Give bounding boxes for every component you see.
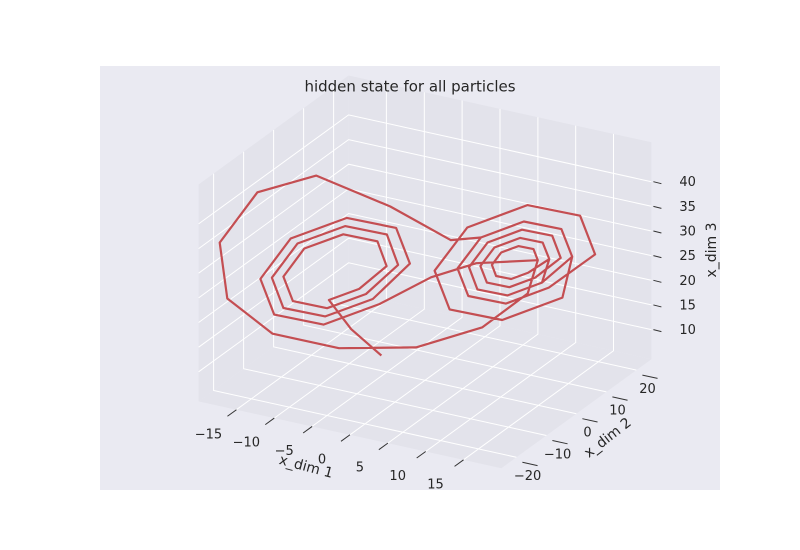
tick-mark (653, 279, 662, 283)
y-tick-label: 10 (609, 404, 626, 419)
grid-line (311, 100, 463, 427)
grid-line (273, 130, 577, 415)
tick-mark (612, 396, 628, 401)
tick-mark (653, 230, 662, 234)
grid-line (349, 108, 501, 436)
x-tick-label: 0 (318, 452, 326, 467)
x-tick-label: −10 (233, 436, 260, 451)
grid-line (333, 86, 637, 371)
y-tick-label: 20 (639, 382, 656, 397)
z-tick-label: 25 (679, 249, 696, 264)
z-tick-label: 10 (679, 323, 696, 338)
z-tick-label: 40 (679, 175, 696, 190)
tick-mark (340, 434, 351, 442)
z-tick-label: 35 (679, 200, 696, 215)
grid-line (463, 133, 614, 461)
x-tick-label: 15 (427, 477, 444, 492)
grid-line (198, 212, 652, 323)
tick-mark (653, 304, 662, 308)
grid-line (198, 262, 652, 373)
z-axis-label: x_dim 3 (704, 222, 720, 277)
tick-mark (227, 409, 237, 417)
chart-title: hidden state for all particles (304, 78, 515, 96)
grid-line (213, 173, 517, 458)
x-tick-label: 5 (356, 461, 364, 476)
grid-line (387, 117, 539, 444)
z-tick-label: 15 (679, 298, 696, 313)
grid-line (198, 237, 652, 348)
tick-mark (653, 205, 662, 209)
x-tick-label: −15 (195, 427, 222, 442)
trajectory-line (218, 174, 597, 357)
marks (218, 174, 597, 357)
tick-mark (522, 461, 538, 467)
grid-line (198, 114, 652, 225)
grid-line (243, 151, 547, 436)
tick-mark (582, 418, 598, 423)
tick-mark (653, 181, 662, 185)
tick-mark (642, 374, 658, 379)
grid-line (198, 139, 652, 250)
y-tick-label: 0 (583, 426, 591, 441)
tick-mark (265, 417, 275, 426)
tick-mark (302, 426, 313, 434)
y-tick-label: −10 (544, 447, 571, 462)
tick-mark (653, 255, 662, 259)
tick-mark (552, 439, 568, 445)
z-tick-label: 30 (679, 225, 696, 240)
x-tick-label: −5 (275, 444, 294, 459)
y-tick-label: −20 (514, 469, 541, 484)
grid-line (425, 125, 577, 452)
tick-mark (454, 459, 464, 467)
z-tick-label: 20 (679, 274, 696, 289)
tick-mark (416, 451, 426, 459)
grid-line (274, 92, 425, 419)
grid-line (303, 108, 607, 393)
x-tick-label: 10 (389, 469, 406, 484)
tick-mark (653, 329, 662, 333)
tick-mark (378, 442, 389, 451)
